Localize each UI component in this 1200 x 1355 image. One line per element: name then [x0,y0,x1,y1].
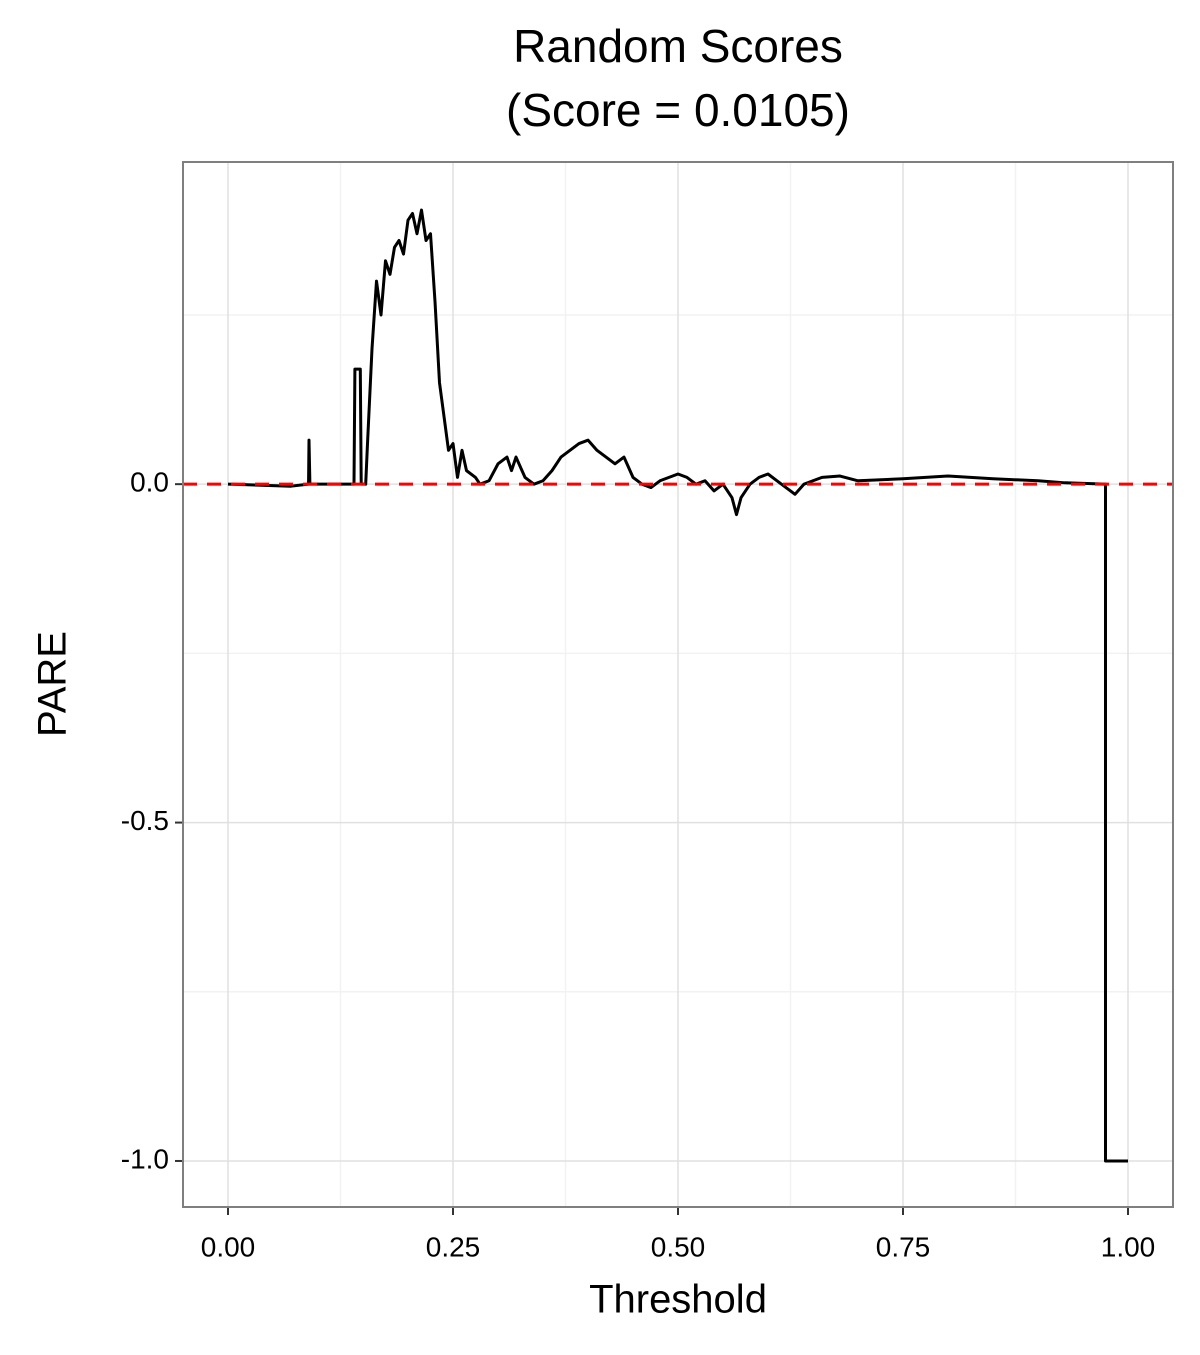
x-axis-label: Threshold [589,1278,767,1322]
chart-title: Random Scores [513,20,843,72]
y-tick-label: -1.0 [121,1143,169,1174]
plot-border [182,161,1174,1208]
x-tick-label: 1.00 [1101,1231,1156,1262]
y-axis-label: PARE [31,631,75,737]
x-tick-label: 0.50 [651,1231,706,1262]
y-tick-label: 0.0 [130,467,169,498]
x-tick-label: 0.75 [876,1231,931,1262]
data-line [227,208,1128,1163]
x-tick-label: 0.25 [426,1231,481,1262]
y-tick-label: -0.5 [121,805,169,836]
chart-subtitle: (Score = 0.0105) [506,84,850,136]
x-tick-label: 0.00 [201,1231,256,1262]
